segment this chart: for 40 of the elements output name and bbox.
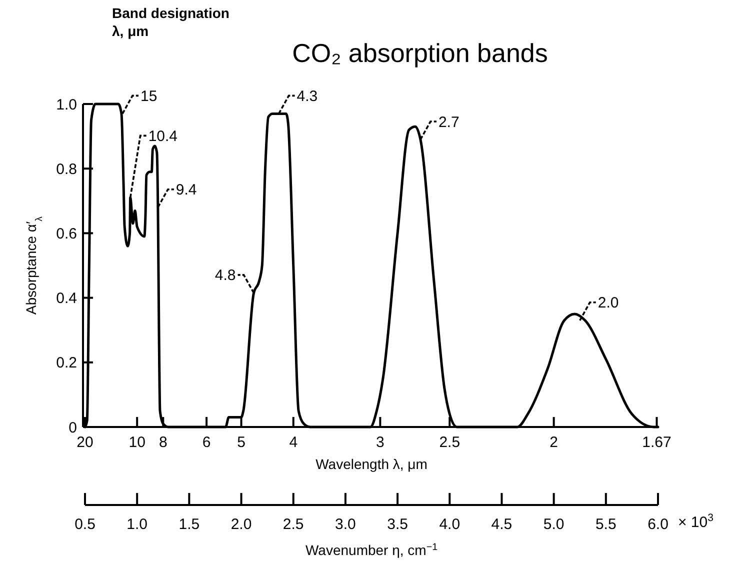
text: 3 [376,434,384,451]
y-tick-label: 0 [68,419,77,436]
y-tick-label: 0.6 [56,225,77,242]
text: 10 [128,434,146,451]
annotation: 2.7 [438,114,460,131]
x-axis-title: Wavenumber η, cm$^{−1}$ [305,542,438,558]
x-tick-label: 5.5 [595,516,616,533]
x-tick-label: 2.5 [282,516,304,533]
x-tick-label: 4.5 [491,516,512,533]
text: 8 [158,434,168,451]
y-tick-label: 0.4 [56,290,77,308]
x-tick-label: 6.0 [648,516,668,533]
annotation: 4.3 [296,88,318,105]
annotation: 9.4 [176,182,197,199]
chart-title: CO₂ absorption bands [292,38,548,68]
x-tick-label: 3.0 [335,516,356,533]
text: 2.5 [439,434,460,451]
x-tick-label: 3.5 [387,516,408,533]
x-tick-label: 2.0 [230,516,252,533]
y-tick-label: 1.0 [56,96,77,114]
annotation: 2.0 [598,294,619,312]
y-tick-label: 0.2 [56,354,77,372]
text: 5 [237,434,246,451]
text: 1.67 [642,434,672,451]
x-tick-label: 1.5 [178,516,200,533]
x-tick-label: 1.0 [126,516,148,533]
text: 2 [550,434,558,451]
text: 6 [202,434,211,451]
x-tick-label: 5.0 [543,516,564,533]
x-tick-label: 0.5 [74,516,96,533]
x-tick-label: 4.0 [439,516,460,533]
y-tick-label: 0.8 [56,160,77,178]
text: 20 [76,434,94,451]
annotation: 4.8 [214,267,236,284]
annotation: 10.4 [148,128,178,145]
text: × 10$^{3}$ [678,512,714,531]
text: 4 [289,434,298,451]
text: Band designation λ, μm [112,5,230,39]
annotation: 15 [140,88,158,105]
x2-axis-title: Wavelength λ, μm [316,456,428,472]
